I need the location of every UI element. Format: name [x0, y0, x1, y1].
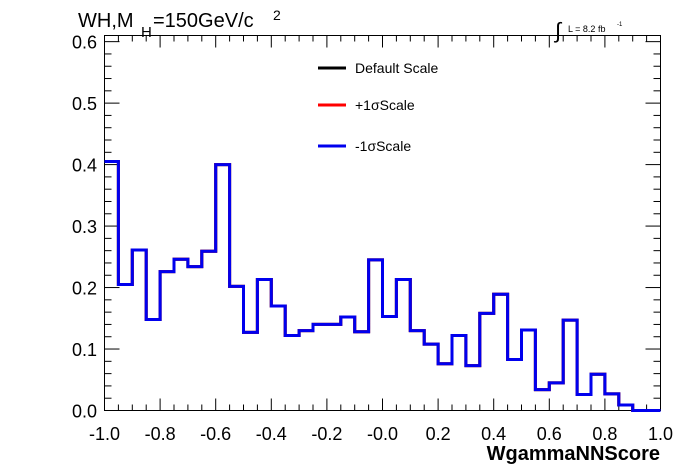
x-tick-label: 0.2 [426, 424, 451, 444]
x-tick-label: -0.0 [367, 424, 398, 444]
lumi-superscript: -1 [617, 22, 623, 28]
x-tick-label: 0.4 [481, 424, 506, 444]
y-tick-label: 0.0 [72, 402, 97, 422]
x-tick-label: 0.6 [537, 424, 562, 444]
x-axis-label: WgammaNNScore [487, 443, 660, 465]
x-tick-label: 1.0 [648, 424, 673, 444]
y-tick-label: 0.2 [72, 279, 97, 299]
y-tick-label: 0.1 [72, 340, 97, 360]
lumi-text: L = 8.2 fb [568, 24, 605, 34]
y-axis-ticks [104, 41, 661, 411]
x-tick-label: -0.6 [200, 424, 231, 444]
y-tick-label: 0.3 [72, 217, 97, 237]
title-superscript: 2 [273, 7, 281, 23]
chart-title: WH,M H =150GeV/c 2 [78, 7, 281, 41]
series-line-2 [104, 160, 661, 412]
legend: Default Scale +1σScale -1σScale [318, 60, 438, 154]
x-axis-ticks [104, 35, 661, 411]
luminosity-label: ∫ L = 8.2 fb -1 [553, 18, 623, 43]
y-tick-label: 0.4 [72, 156, 97, 176]
x-tick-label: -1.0 [89, 424, 120, 444]
y-axis-tick-labels: 0.0 0.1 0.2 0.3 0.4 0.5 0.6 [72, 33, 97, 422]
y-tick-label: 0.5 [72, 94, 97, 114]
series-layer [104, 160, 661, 412]
x-tick-label: 0.8 [592, 424, 617, 444]
legend-label-1: +1σScale [355, 97, 415, 113]
x-tick-label: -0.4 [256, 424, 287, 444]
title-main-part1: WH,M [78, 10, 134, 32]
y-tick-label: 0.6 [72, 33, 97, 53]
legend-label-0: Default Scale [355, 60, 438, 76]
title-subscript: H [141, 24, 152, 41]
x-tick-label: -0.8 [145, 424, 176, 444]
lumi-integral-sign: ∫ [553, 18, 563, 43]
x-tick-label: -0.2 [311, 424, 342, 444]
x-axis-tick-labels: -1.0 -0.8 -0.6 -0.4 -0.2 -0.0 0.2 0.4 0.6 0.8 1.0 [89, 424, 673, 444]
title-main-part2: =150GeV/c [153, 10, 254, 32]
legend-label-2: -1σScale [355, 138, 411, 154]
